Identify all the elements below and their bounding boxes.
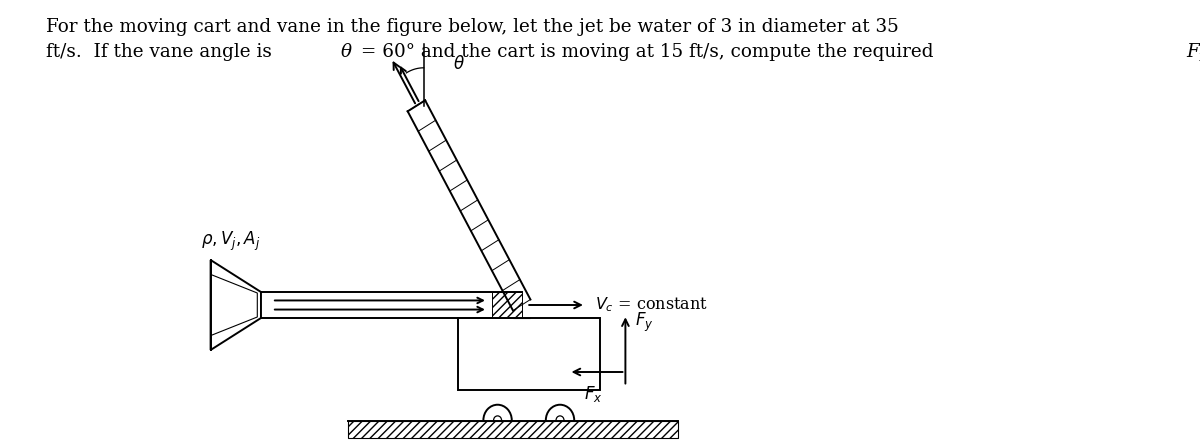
Text: ft/s.  If the vane angle is: ft/s. If the vane angle is — [46, 43, 277, 61]
Bar — [348, 421, 678, 438]
Text: F: F — [1187, 43, 1200, 61]
Text: θ: θ — [341, 43, 352, 61]
Text: $\theta$: $\theta$ — [454, 55, 464, 73]
Text: For the moving cart and vane in the figure below, let the jet be water of 3 in d: For the moving cart and vane in the figu… — [46, 18, 899, 36]
Text: $\rho, V_j, A_j$: $\rho, V_j, A_j$ — [202, 229, 260, 253]
Text: $V_c$ = constant: $V_c$ = constant — [595, 296, 708, 314]
Bar — [492, 292, 522, 318]
Bar — [458, 318, 600, 390]
Text: $F_x$: $F_x$ — [584, 384, 602, 404]
Text: $F_y$: $F_y$ — [635, 311, 653, 334]
Polygon shape — [211, 274, 257, 336]
Text: = 60° and the cart is moving at 15 ft/s, compute the required: = 60° and the cart is moving at 15 ft/s,… — [355, 43, 940, 61]
